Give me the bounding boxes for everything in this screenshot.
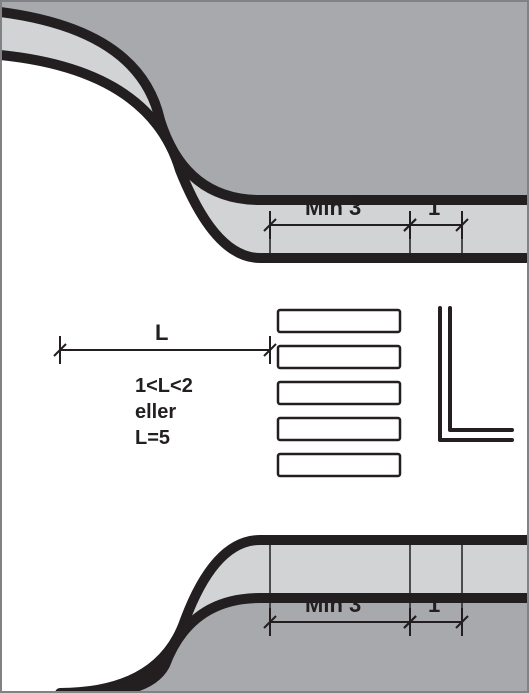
crosswalk-stripe (278, 418, 400, 440)
note-line-3: L=5 (135, 427, 170, 449)
note-line-1: 1<L<2 (135, 375, 193, 397)
dimension-label: Min 3 (305, 592, 361, 617)
road-crossing-diagram: Min 3 1 Min 3 1 L 1<L<2 eller L=5 (0, 0, 529, 693)
crosswalk-stripe (278, 310, 400, 332)
dimension-label: 1 (428, 195, 440, 220)
dimension-label: L (155, 320, 168, 345)
note-line-2: eller (135, 401, 176, 423)
dimension-label: Min 3 (305, 195, 361, 220)
crosswalk-stripe (278, 382, 400, 404)
dimension-label: 1 (428, 592, 440, 617)
crosswalk-stripe (278, 346, 400, 368)
crosswalk-stripe (278, 454, 400, 476)
